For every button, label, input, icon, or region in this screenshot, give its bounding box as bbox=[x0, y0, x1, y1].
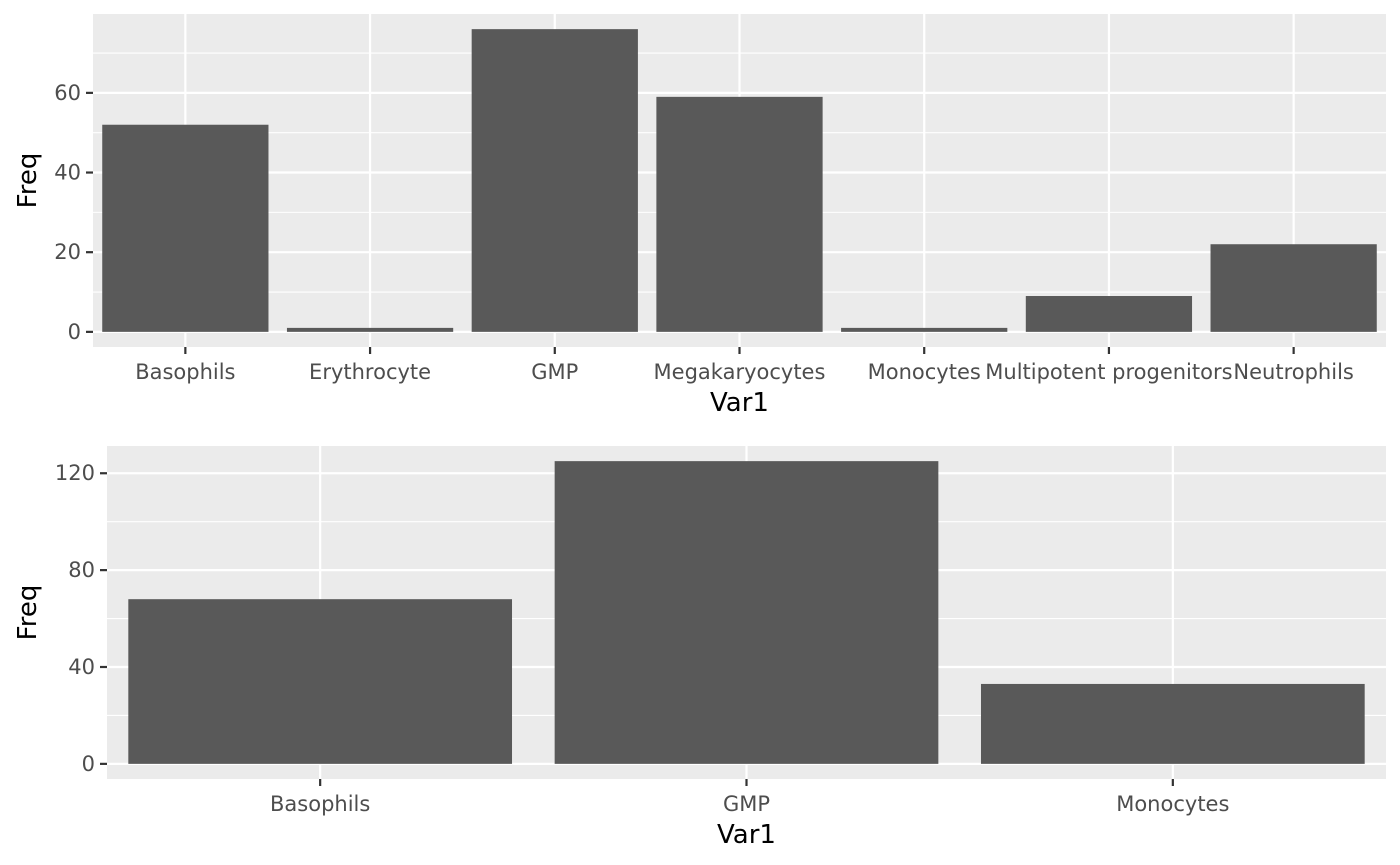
bar-basophils bbox=[102, 124, 269, 332]
x-tick-label: Monocytes bbox=[868, 360, 981, 384]
y-axis-title: Freq bbox=[13, 153, 43, 209]
bar-megakaryocytes bbox=[656, 96, 823, 332]
y-axis-title: Freq bbox=[13, 585, 43, 641]
bar-neutrophils bbox=[1210, 244, 1377, 332]
y-tick-label: 60 bbox=[54, 81, 81, 105]
bar-gmp bbox=[471, 29, 638, 332]
x-axis-title: Var1 bbox=[710, 388, 769, 418]
bar-multipotent-progenitors bbox=[1025, 296, 1193, 332]
x-tick-label: Monocytes bbox=[1116, 792, 1229, 816]
x-tick-label: Basophils bbox=[270, 792, 370, 816]
y-tick-label: 40 bbox=[54, 161, 81, 185]
top-bar-chart: 0 20 40 60 Basophils Erythrocyte GMP Megakaryoc… bbox=[13, 14, 1386, 418]
x-tick-label: Basophils bbox=[135, 360, 235, 384]
x-tick-label: Neutrophils bbox=[1233, 360, 1353, 384]
y-tick-label: 80 bbox=[68, 558, 95, 582]
y-tick-label: 120 bbox=[55, 461, 95, 485]
y-tick-label: 0 bbox=[82, 752, 95, 776]
y-tick-label: 40 bbox=[68, 655, 95, 679]
x-tick-label: GMP bbox=[723, 792, 770, 816]
x-tick-label: Multipotent progenitors bbox=[985, 360, 1232, 384]
y-tick-label: 20 bbox=[54, 240, 81, 264]
bar-erythrocyte bbox=[286, 327, 454, 332]
bottom-bar-chart: 0 40 80 120 Basophils GMP Monocytes Var1 Freq bbox=[13, 446, 1386, 850]
bar-gmp bbox=[554, 461, 939, 764]
x-tick-label: Megakaryocytes bbox=[654, 360, 826, 384]
bar-monocytes bbox=[980, 683, 1365, 764]
bar-monocytes bbox=[841, 327, 1008, 332]
y-tick-label: 0 bbox=[68, 320, 81, 344]
x-axis-title: Var1 bbox=[717, 820, 776, 850]
x-tick-label: GMP bbox=[531, 360, 578, 384]
x-tick-label: Erythrocyte bbox=[309, 360, 431, 384]
bar-basophils bbox=[128, 599, 513, 764]
